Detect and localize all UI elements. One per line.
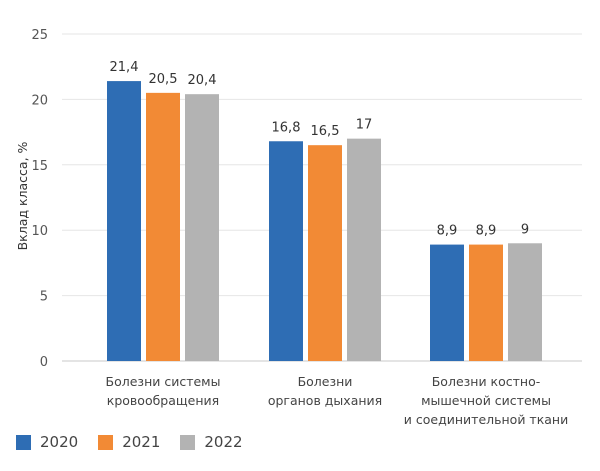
legend-label-2021: 2021 (122, 433, 161, 451)
data-label: 20,5 (149, 72, 178, 87)
legend: 2020 2021 2022 (16, 433, 263, 451)
bar-2021-2 (308, 145, 342, 361)
category-label: Болезни костно-мышечной системы и соедини… (404, 374, 568, 427)
y-tick-label: 25 (31, 28, 48, 43)
category-label-line: Болезни системы (106, 374, 221, 389)
legend-label-2022: 2022 (204, 433, 243, 451)
category-label-line: кровообращения (107, 393, 219, 408)
y-axis-label: Вклад класса, % (15, 141, 30, 250)
bar-2022-3 (508, 243, 542, 361)
bar-2020-2 (269, 141, 303, 361)
legend-item-2021: 2021 (98, 433, 160, 451)
category-label-line: и соединительной ткани (404, 412, 568, 427)
legend-swatch-2022 (180, 434, 196, 450)
category-label-line: Болезни костно- (432, 374, 541, 389)
category-label-line: мышечной системы (421, 393, 551, 408)
bars (107, 81, 542, 362)
category-label-line: Болезни (298, 374, 353, 389)
legend-swatch-2020 (16, 434, 31, 450)
y-tick-label: 20 (31, 93, 48, 108)
legend-item-2020: 2020 (16, 433, 78, 451)
bar-2022-2 (347, 138, 381, 361)
bar-2021-3 (469, 244, 503, 361)
y-axis-ticks: 0 5 10 15 20 25 (31, 28, 48, 370)
data-label: 17 (356, 118, 373, 133)
category-label-line: органов дыхания (268, 393, 382, 408)
y-tick-label: 15 (31, 159, 48, 174)
bar-2020-1 (107, 81, 141, 361)
category-label: Болезни системы кровообращения (106, 374, 221, 408)
bar-2021-1 (146, 92, 180, 362)
data-label: 16,5 (311, 124, 340, 139)
category-label: Болезни органов дыхания (268, 374, 382, 408)
data-labels: 21,4 16,8 8,9 20,5 16,5 8,9 20,4 17 9 (110, 60, 530, 239)
data-label: 20,4 (188, 73, 217, 88)
legend-swatch-2021 (98, 434, 114, 450)
category-labels: Болезни системы кровообращения Болезни орга… (106, 374, 569, 427)
legend-label-2020: 2020 (40, 433, 79, 451)
bar-2020-3 (430, 244, 464, 361)
bar-2022-1 (185, 94, 219, 361)
y-tick-label: 5 (40, 290, 48, 305)
y-tick-label: 0 (40, 355, 48, 370)
legend-item-2022: 2022 (180, 433, 243, 451)
data-label: 8,9 (476, 224, 497, 239)
data-label: 8,9 (437, 224, 458, 239)
data-label: 21,4 (110, 60, 139, 75)
data-label: 16,8 (272, 120, 301, 135)
y-tick-label: 10 (31, 224, 48, 239)
data-label: 9 (521, 222, 529, 237)
